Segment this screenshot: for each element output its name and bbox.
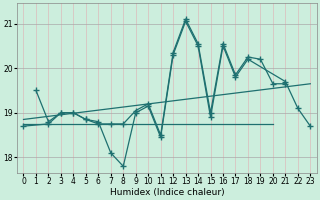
X-axis label: Humidex (Indice chaleur): Humidex (Indice chaleur) [109,188,224,197]
